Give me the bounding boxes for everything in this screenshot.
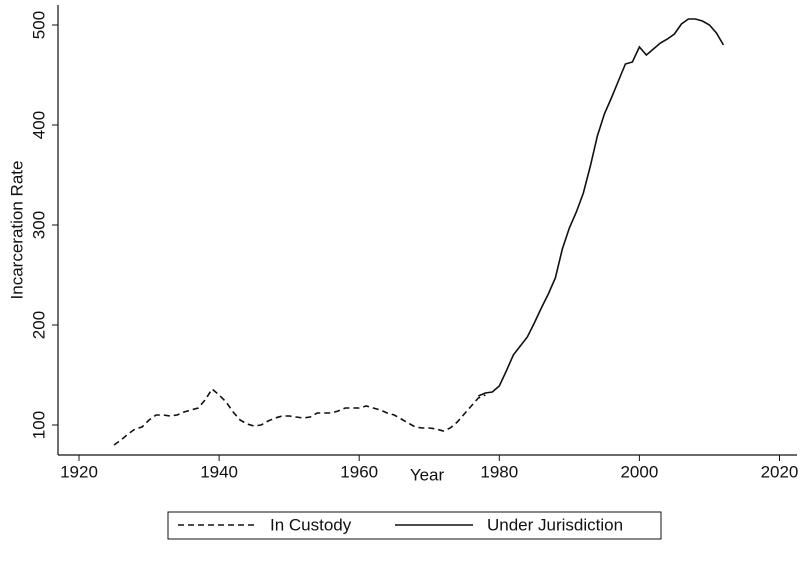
series-line <box>113 387 486 446</box>
series-line <box>477 18 725 397</box>
legend-label: Under Jurisdiction <box>487 515 623 534</box>
x-tick-label: 1920 <box>60 462 98 481</box>
y-tick-label: 400 <box>29 111 48 139</box>
y-tick-label: 100 <box>29 411 48 439</box>
legend-label: In Custody <box>270 515 352 534</box>
y-tick-label: 300 <box>29 211 48 239</box>
x-tick-label: 1940 <box>200 462 238 481</box>
y-tick-label: 200 <box>29 311 48 339</box>
x-tick-label: 2000 <box>620 462 658 481</box>
y-tick-label: 500 <box>29 11 48 39</box>
x-tick-label: 2020 <box>761 462 799 481</box>
x-tick-label: 1960 <box>340 462 378 481</box>
y-axis-title: Incarceration Rate <box>7 161 26 300</box>
x-axis-title: Year <box>410 465 445 484</box>
legend-box <box>167 511 662 540</box>
x-tick-label: 1980 <box>480 462 518 481</box>
